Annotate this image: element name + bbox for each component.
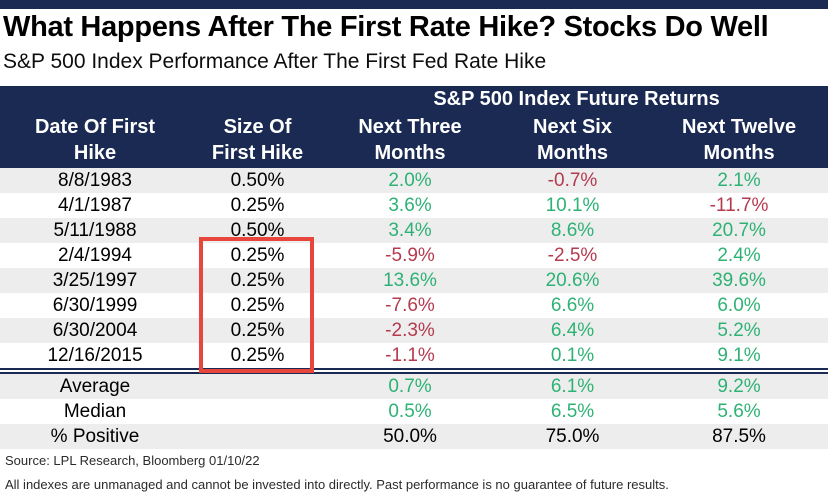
col-header-size: Size Of First Hike	[190, 112, 325, 168]
cell-next3: 13.6%	[383, 270, 437, 291]
cell-next12: 87.5%	[712, 426, 766, 447]
cell-next12: 6.0%	[717, 295, 761, 316]
cell-next6: 75.0%	[545, 426, 600, 447]
cell-size: 0.50%	[230, 170, 285, 191]
col-header-next-six: Next Six Months	[495, 112, 650, 168]
cell-next3: -5.9%	[385, 245, 435, 266]
cell-date: 4/1/1987	[58, 195, 132, 216]
cell-size: 0.25%	[230, 345, 285, 366]
cell-next3: -7.6%	[385, 295, 435, 316]
table-row: 2/4/1994 0.25% -5.9% -2.5% 2.4%	[0, 243, 828, 268]
cell-date: 6/30/1999	[52, 295, 138, 316]
summary-label: Median	[63, 401, 127, 422]
cell-next12: -11.7%	[709, 195, 769, 216]
chart-title: What Happens After The First Rate Hike? …	[3, 11, 769, 43]
cell-next12: 2.4%	[717, 245, 761, 266]
cell-next12: 2.1%	[717, 170, 761, 191]
col-header-next-twelve: Next Twelve Months	[650, 112, 828, 168]
cell-next3: 3.6%	[388, 195, 432, 216]
cell-date: 6/30/2004	[52, 320, 138, 341]
cell-next6: 6.4%	[550, 320, 595, 341]
cell-next6: -0.7%	[547, 170, 598, 191]
table-row: 6/30/2004 0.25% -2.3% 6.4% 5.2%	[0, 318, 828, 343]
cell-size: 0.25%	[230, 245, 285, 266]
cell-next6: -2.5%	[547, 245, 598, 266]
summary-row-average: Average 0.7% 6.1% 9.2%	[0, 368, 828, 399]
table-row: 3/25/1997 0.25% 13.6% 20.6% 39.6%	[0, 268, 828, 293]
cell-date: 8/8/1983	[58, 170, 132, 191]
summary-row-median: Median 0.5% 6.5% 5.6%	[0, 399, 828, 424]
cell-next6: 6.5%	[550, 401, 595, 422]
table-row: 6/30/1999 0.25% -7.6% 6.6% 6.0%	[0, 293, 828, 318]
returns-table-wrap: S&P 500 Index Future Returns Date Of Fir…	[0, 86, 828, 449]
table-row: 8/8/1983 0.50% 2.0% -0.7% 2.1%	[0, 168, 828, 193]
cell-next6: 0.1%	[550, 345, 595, 366]
source-line: Source: LPL Research, Bloomberg 01/10/22	[5, 453, 260, 468]
cell-next12: 9.2%	[650, 368, 828, 399]
table-body: 8/8/1983 0.50% 2.0% -0.7% 2.1% 4/1/1987 0.25%…	[0, 168, 828, 371]
group-header-row: S&P 500 Index Future Returns	[0, 86, 828, 112]
cell-next6: 6.1%	[495, 368, 650, 399]
table-row: 5/11/1988 0.50% 3.4% 8.6% 20.7%	[0, 218, 828, 243]
returns-table: S&P 500 Index Future Returns Date Of Fir…	[0, 86, 828, 449]
disclaimer-line: All indexes are unmanaged and cannot be …	[5, 477, 669, 492]
cell-next12: 20.7%	[712, 220, 766, 241]
cell-size: 0.25%	[230, 195, 285, 216]
cell-next6: 6.6%	[550, 295, 595, 316]
cell-date: 3/25/1997	[52, 270, 138, 291]
cell-next12: 9.1%	[717, 345, 761, 366]
cell-next3: 3.4%	[388, 220, 432, 241]
table-row: 12/16/2015 0.25% -1.1% 0.1% 9.1%	[0, 343, 828, 371]
table-summary: Average 0.7% 6.1% 9.2% Median 0.5% 6.5% 5.6% %…	[0, 368, 828, 449]
cell-next12: 5.6%	[717, 401, 761, 422]
cell-next3: 0.7%	[325, 368, 495, 399]
col-header-next-three: Next Three Months	[325, 112, 495, 168]
cell-date: 5/11/1988	[53, 220, 137, 241]
summary-row-pct-positive: % Positive 50.0% 75.0% 87.5%	[0, 424, 828, 449]
cell-next12: 39.6%	[712, 270, 766, 291]
cell-size: 0.25%	[230, 295, 285, 316]
cell-next3: -1.1%	[385, 345, 435, 366]
cell-next3: -2.3%	[385, 320, 435, 341]
top-accent-bar	[0, 0, 828, 9]
cell-next6: 8.6%	[550, 220, 595, 241]
cell-next12: 5.2%	[717, 320, 761, 341]
summary-label: % Positive	[50, 426, 140, 447]
cell-date: 12/16/2015	[47, 345, 143, 366]
cell-size	[190, 399, 325, 424]
cell-size	[190, 368, 325, 399]
cell-size	[190, 424, 325, 449]
group-header-label: S&P 500 Index Future Returns	[325, 86, 828, 112]
cell-date: 2/4/1994	[58, 245, 132, 266]
cell-size: 0.50%	[230, 220, 285, 241]
summary-label: Average	[0, 368, 190, 399]
column-header-row: Date Of First Hike Size Of First Hike Next…	[0, 112, 828, 168]
cell-next6: 10.1%	[545, 195, 600, 216]
col-header-date: Date Of First Hike	[0, 112, 190, 168]
cell-size: 0.25%	[230, 320, 285, 341]
cell-next3: 0.5%	[388, 401, 432, 422]
cell-next3: 50.0%	[383, 426, 437, 447]
chart-subtitle: S&P 500 Index Performance After The Firs…	[3, 50, 547, 73]
group-header-spacer	[0, 86, 325, 112]
cell-size: 0.25%	[230, 270, 285, 291]
table-header: S&P 500 Index Future Returns Date Of Fir…	[0, 86, 828, 168]
cell-next6: 20.6%	[545, 270, 600, 291]
table-row: 4/1/1987 0.25% 3.6% 10.1% -11.7%	[0, 193, 828, 218]
cell-next3: 2.0%	[388, 170, 432, 191]
